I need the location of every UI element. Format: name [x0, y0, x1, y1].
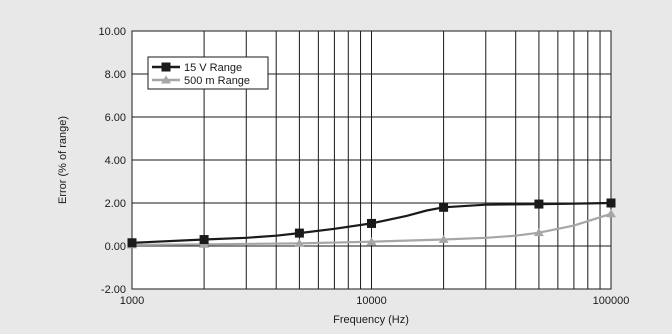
series-line: [131, 212, 612, 246]
plot-border: [131, 30, 612, 290]
data-point-square: [439, 202, 449, 212]
legend-swatch-triangle-marker: [161, 75, 171, 84]
y-tick-label: 10.00: [98, 26, 126, 38]
data-point-square: [606, 198, 616, 208]
legend-box: [147, 56, 269, 90]
y-axis-ticks: -2.00 0.00 2.00 4.00 6.00 8.00 10.00: [98, 26, 126, 296]
y-tick-label: 6.00: [105, 112, 126, 124]
x-axis-ticks: 1000 10000 100000: [120, 295, 630, 307]
data-point-triangle: [533, 228, 544, 237]
y-tick-label: -2.00: [101, 284, 126, 296]
y-axis-label: Error (% of range): [57, 116, 69, 204]
data-point-square: [199, 235, 209, 245]
data-point-triangle: [366, 237, 377, 246]
data-point-square: [367, 218, 376, 228]
data-point-triangle: [438, 235, 449, 244]
x-tick-label: 100000: [593, 295, 630, 307]
legend-entry: 500 m Range: [184, 75, 250, 87]
series-line: [131, 201, 612, 244]
data-point-square: [534, 199, 544, 209]
legend: 15 V Range 500 m Range: [147, 56, 269, 90]
legend-entry: 15 V Range: [184, 62, 242, 74]
y-tick-label: 4.00: [105, 155, 126, 167]
data-point-triangle: [606, 209, 616, 218]
data-point-square: [294, 228, 304, 238]
y-tick-label: 0.00: [105, 241, 126, 253]
data-point-square: [127, 238, 137, 248]
y-tick-label: 2.00: [105, 198, 126, 210]
series-layer: [127, 198, 616, 249]
legend-swatch-square-marker: [161, 62, 171, 72]
x-tick-label: 10000: [356, 295, 387, 307]
y-tick-label: 8.00: [105, 69, 126, 81]
data-point-triangle: [294, 238, 305, 247]
x-axis-label: Frequency (Hz): [333, 314, 409, 326]
x-tick-label: 1000: [120, 295, 144, 307]
